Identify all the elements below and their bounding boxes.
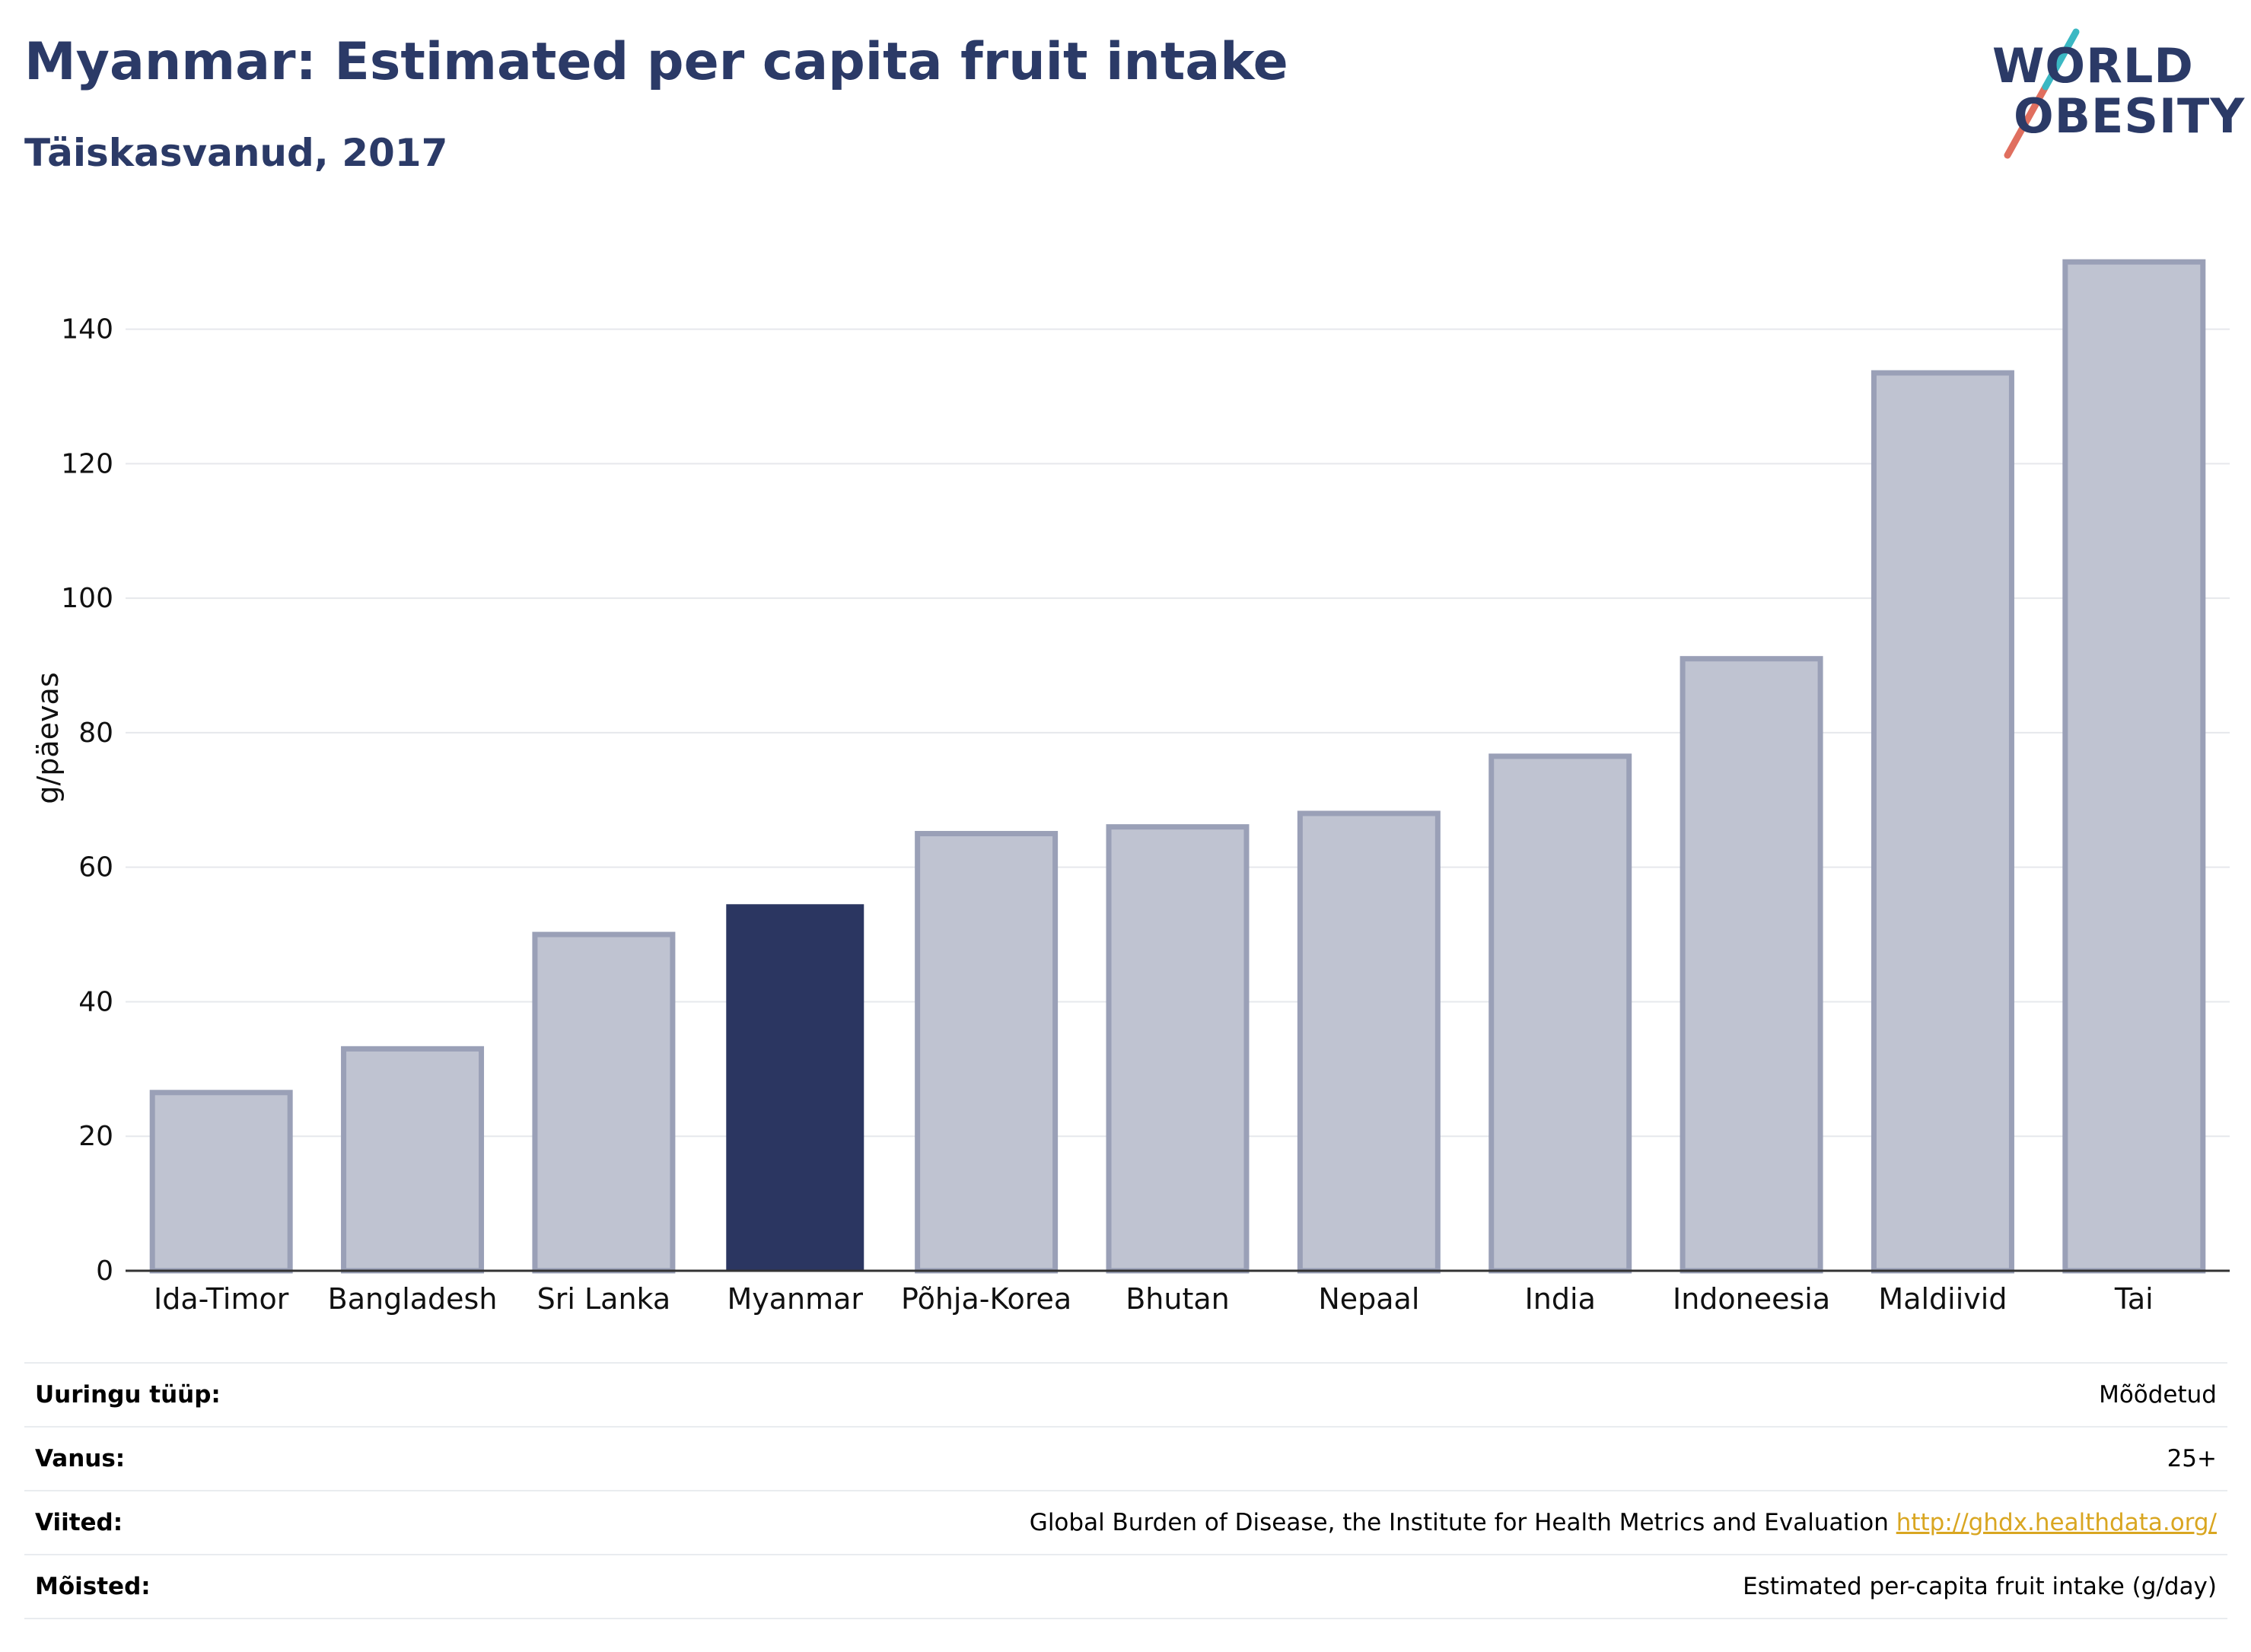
info-key: Viited: [35,1509,123,1536]
x-tick-label: Maldiivid [1878,1282,2007,1316]
info-row-definitions: Mõisted: Estimated per-capita fruit inta… [24,1554,2227,1619]
y-tick-label: 120 [61,448,113,479]
info-row-survey-type: Uuringu tüüp: Mõõdetud [24,1362,2227,1426]
x-tick-label: Indoneesia [1673,1282,1830,1316]
bar-tai[interactable] [2062,259,2206,1274]
bar-bhutan[interactable] [1106,824,1250,1274]
x-tick-label: Nepaal [1318,1282,1419,1316]
info-key: Uuringu tüüp: [35,1381,221,1408]
info-key: Vanus: [35,1445,126,1472]
y-tick-label: 40 [78,986,113,1017]
bar-nepaal[interactable] [1297,810,1441,1274]
chart-title: Myanmar: Estimated per capita fruit inta… [24,32,1288,92]
y-tick-label: 100 [61,583,113,614]
reference-link[interactable]: http://ghdx.healthdata.org/ [1896,1509,2217,1536]
y-tick-label: 0 [96,1256,113,1287]
logo-word-obesity: OBESITY [2014,88,2246,144]
info-value: Estimated per-capita fruit intake (g/day… [1743,1573,2217,1600]
bar-indoneesia[interactable] [1679,656,1823,1274]
x-tick-label: Bhutan [1126,1282,1230,1316]
info-row-age: Vanus: 25+ [24,1426,2227,1490]
x-tick-label: Myanmar [727,1282,863,1316]
axes: 0 20 40 60 80 100 120 140 Ida-Timor Bangladesh Sri… [61,314,2230,1316]
x-tick-label: Sri Lanka [537,1282,671,1316]
bar-myanmar[interactable] [726,904,864,1271]
info-value: 25+ [2167,1445,2217,1472]
x-tick-label: Tai [2114,1282,2154,1316]
info-row-references: Viited: Global Burden of Disease, the In… [24,1490,2227,1554]
y-tick-label: 80 [78,718,113,749]
x-tick-label: Bangladesh [328,1282,498,1316]
bar-p-hja-korea[interactable] [915,830,1059,1274]
bar-india[interactable] [1488,753,1632,1274]
info-value: Global Burden of Disease, the Institute … [1030,1509,2227,1536]
logo-word-world: WORLD [1992,38,2194,94]
x-tick-label: Põhja-Korea [901,1282,1071,1316]
y-tick-label: 20 [78,1121,113,1152]
world-obesity-logo: WORLD OBESITY [1986,21,2244,166]
x-tick-label: Ida-Timor [154,1282,289,1316]
y-tick-label: 140 [61,314,113,345]
bar-ida-timor[interactable] [149,1090,293,1274]
bar-bangladesh[interactable] [341,1046,485,1274]
bars [149,259,2206,1274]
chart-subtitle: Täiskasvanud, 2017 [24,131,448,175]
y-tick-label: 60 [78,852,113,883]
info-key: Mõisted: [35,1573,151,1600]
bar-sri-lanka[interactable] [532,931,676,1274]
logo-slash-icon [2004,28,2080,159]
info-table: Uuringu tüüp: Mõõdetud Vanus: 25+ Viited… [24,1362,2227,1619]
bar-maldiivid[interactable] [1871,370,2014,1274]
reference-text: Global Burden of Disease, the Institute … [1029,1509,1889,1536]
info-value: Mõõdetud [2099,1381,2217,1408]
bar-chart: 0 20 40 60 80 100 120 140 Ida-Timor Bangladesh Sri… [31,259,2230,1316]
x-tick-label: India [1525,1282,1596,1316]
y-axis-label: g/päevas [31,672,65,804]
